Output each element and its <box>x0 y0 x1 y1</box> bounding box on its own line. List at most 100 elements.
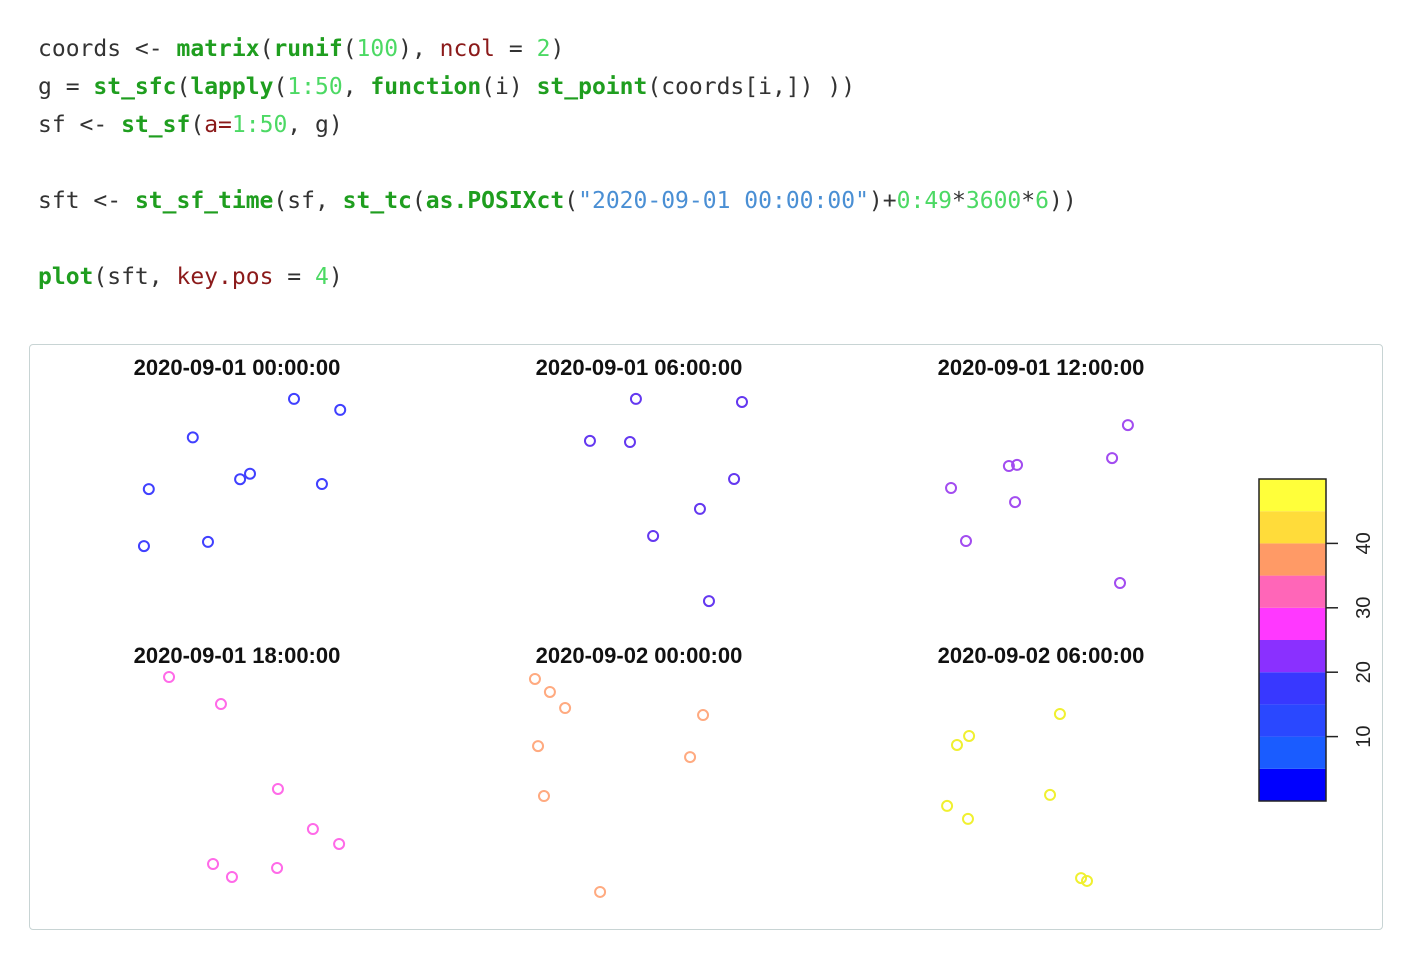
point <box>543 685 556 698</box>
point <box>1009 496 1022 509</box>
code-token: ) <box>550 36 565 62</box>
colorbar-bin <box>1259 479 1326 512</box>
code-token: )) <box>1048 188 1077 214</box>
point <box>271 861 284 874</box>
code-token: sft <- <box>38 188 135 214</box>
code-token: coords <- <box>38 36 177 62</box>
code-token: = <box>495 36 537 62</box>
colorbar-bin <box>1259 543 1326 576</box>
point <box>315 478 328 491</box>
panel-title: 2020-09-01 06:00:00 <box>536 355 743 380</box>
colorbar-bin <box>1259 672 1326 705</box>
colorbar-tick-label: 30 <box>1353 597 1375 619</box>
panel-title: 2020-09-01 00:00:00 <box>134 355 341 380</box>
code-line: sft <- st_sf_time(sf, st_tc(as.POSIXct("… <box>38 182 1077 220</box>
panel-title: 2020-09-01 12:00:00 <box>938 355 1145 380</box>
code-token: ), <box>398 36 440 62</box>
code-token: ( <box>342 36 357 62</box>
point <box>306 823 319 836</box>
code-token: (sf, <box>273 188 343 214</box>
colorbar-tick-label: 40 <box>1353 532 1375 554</box>
point <box>702 595 715 608</box>
code-token: 2 <box>536 36 551 62</box>
code-token: a= <box>204 112 232 138</box>
code-token: ( <box>564 188 579 214</box>
point <box>1011 458 1024 471</box>
plot-frame: 2020-09-01 00:00:00 2020-09-01 06:00:00 20… <box>29 344 1383 930</box>
code-token: 0:49 <box>896 188 953 214</box>
point <box>693 502 706 515</box>
point <box>528 672 541 685</box>
point <box>334 403 347 416</box>
point <box>537 790 550 803</box>
point <box>244 467 256 480</box>
panel-title: 2020-09-02 06:00:00 <box>938 643 1145 668</box>
point <box>961 812 974 825</box>
point <box>945 482 958 494</box>
colorbar-frame <box>1258 478 1327 802</box>
point <box>532 740 545 753</box>
point <box>271 782 284 795</box>
code-token: ( <box>273 74 288 100</box>
point <box>1075 872 1088 885</box>
code-token: * <box>1021 188 1036 214</box>
point <box>163 671 176 683</box>
point <box>624 436 636 449</box>
point <box>1081 874 1093 887</box>
code-token: = <box>273 264 315 290</box>
point <box>950 738 963 751</box>
colorbar-tick-label: 10 <box>1353 725 1375 747</box>
point <box>137 540 150 553</box>
plot: 2020-09-01 00:00:00 2020-09-01 06:00:00 20… <box>134 355 1375 898</box>
code-token: sf <- <box>38 112 122 138</box>
code-block: coords <- matrix(runif(100), ncol = 2) g … <box>38 30 1077 296</box>
code-token: (sft, <box>93 264 177 290</box>
code-token: 3600 <box>965 188 1022 214</box>
code-token: 100 <box>356 36 399 62</box>
point <box>234 473 247 486</box>
point <box>1121 419 1134 432</box>
code-token: ( <box>411 188 426 214</box>
code-token: * <box>952 188 966 214</box>
point <box>333 837 346 850</box>
code-token: 4 <box>314 264 329 290</box>
code-token: plot <box>38 264 94 290</box>
colorbar-bin <box>1259 704 1326 737</box>
code-token: st_sf_time <box>134 188 274 214</box>
colorbar-bin <box>1259 736 1326 769</box>
code-token: ncol <box>439 36 496 62</box>
code-line: coords <- matrix(runif(100), ncol = 2) <box>38 30 1077 68</box>
code-token: (i) <box>481 74 537 100</box>
code-line <box>38 144 1077 182</box>
code-token: key.pos <box>176 264 274 290</box>
code-token: 1:50 <box>231 112 288 138</box>
point <box>629 392 642 405</box>
code-token: 1:50 <box>287 74 343 100</box>
code-token: ( <box>259 36 274 62</box>
code-token: lapply <box>190 74 274 100</box>
point <box>697 709 710 722</box>
point <box>960 535 972 548</box>
code-line: plot(sft, key.pos = 4) <box>38 258 1077 296</box>
point <box>1106 452 1119 465</box>
code-token: ( <box>176 74 191 100</box>
point <box>594 885 607 898</box>
point <box>186 431 199 444</box>
point <box>559 702 572 715</box>
point <box>1114 577 1126 590</box>
code-token: "2020-09-01 00:00:00" <box>578 188 869 214</box>
point <box>647 529 660 542</box>
code-token: )+ <box>868 188 897 214</box>
point <box>941 799 954 812</box>
point <box>1053 707 1066 720</box>
point <box>225 870 238 883</box>
point <box>963 729 976 742</box>
code-token: matrix <box>176 36 260 62</box>
point <box>583 434 596 447</box>
code-token: st_point <box>536 74 648 100</box>
colorbar-bin <box>1259 511 1326 544</box>
code-line: sf <- st_sf(a=1:50, g) <box>38 106 1077 144</box>
code-token: g = <box>38 74 94 100</box>
code-token: ( <box>190 112 205 138</box>
